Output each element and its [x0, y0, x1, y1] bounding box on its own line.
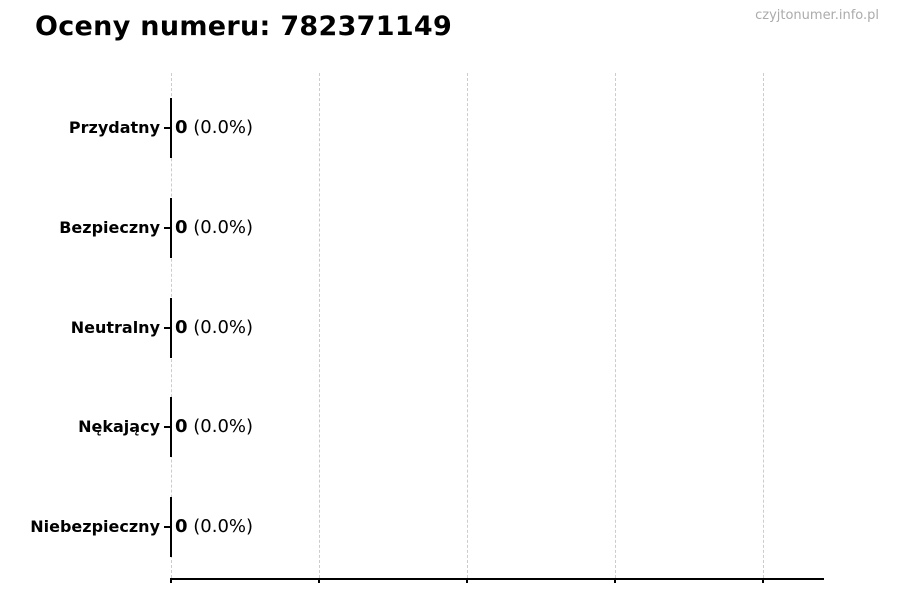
category-label: Nękający: [78, 417, 160, 436]
x-axis-tick: [318, 578, 320, 583]
x-axis-line: [171, 578, 824, 580]
y-axis-tick: [164, 426, 171, 428]
value-percent: (0.0%): [187, 516, 254, 537]
bar: [170, 397, 172, 457]
category-label: Bezpieczny: [59, 218, 160, 237]
plot-area: 0 (0.0%) 0 (0.0%) 0 (0.0%) 0 (0.0%) 0 (0.0%): [170, 73, 824, 583]
bar: [170, 298, 172, 358]
x-gridline: [614, 73, 616, 578]
y-axis-tick: [164, 327, 171, 329]
value-percent: (0.0%): [187, 317, 254, 338]
chart-title: Oceny numeru: 782371149: [35, 11, 453, 42]
y-axis-tick: [164, 526, 171, 528]
value-label: 0 (0.0%): [175, 414, 253, 440]
category-label: Niebezpieczny: [30, 517, 160, 536]
bar: [170, 198, 172, 258]
value-label: 0 (0.0%): [175, 315, 253, 341]
value-count: 0: [175, 516, 188, 537]
y-axis-tick: [164, 227, 171, 229]
x-gridline: [762, 73, 764, 578]
value-count: 0: [175, 317, 188, 338]
bar: [170, 98, 172, 158]
x-axis-tick: [762, 578, 764, 583]
bar: [170, 497, 172, 557]
value-percent: (0.0%): [187, 217, 254, 238]
y-axis-tick: [164, 127, 171, 129]
category-label: Neutralny: [70, 318, 160, 337]
value-count: 0: [175, 117, 188, 138]
value-count: 0: [175, 416, 188, 437]
x-axis-tick: [466, 578, 468, 583]
value-label: 0 (0.0%): [175, 514, 253, 540]
x-gridline: [466, 73, 468, 578]
x-axis-tick: [614, 578, 616, 583]
x-gridline: [318, 73, 320, 578]
value-label: 0 (0.0%): [175, 215, 253, 241]
watermark-text: czyjtonumer.info.pl: [755, 8, 879, 23]
x-axis-tick: [170, 578, 172, 583]
value-percent: (0.0%): [187, 117, 254, 138]
value-label: 0 (0.0%): [175, 115, 253, 141]
value-count: 0: [175, 217, 188, 238]
category-label: Przydatny: [68, 118, 160, 137]
value-percent: (0.0%): [187, 416, 254, 437]
